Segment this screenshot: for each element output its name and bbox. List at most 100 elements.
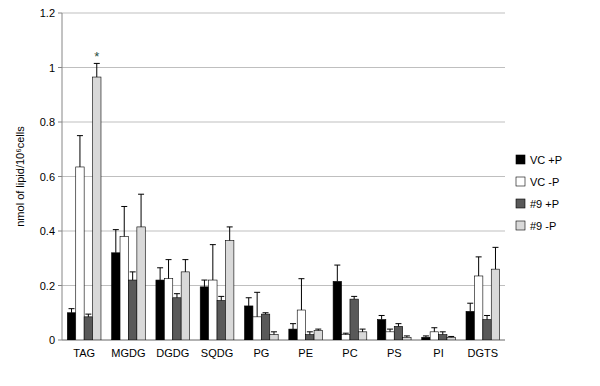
error-cap [334, 265, 340, 266]
error-stem [470, 303, 471, 311]
error-bar [201, 280, 207, 287]
error-bar [404, 336, 410, 337]
error-bar [254, 292, 260, 317]
error-cap [157, 267, 163, 268]
category-label: SQDG [201, 347, 233, 359]
bar [156, 280, 164, 340]
error-bar [138, 194, 144, 227]
tick [58, 285, 62, 286]
error-stem [79, 136, 80, 167]
error-cap [290, 323, 296, 324]
legend-label: VC -P [530, 176, 559, 188]
error-bar [246, 298, 252, 306]
error-cap [307, 331, 313, 332]
error-bar [440, 332, 446, 335]
bar [289, 329, 297, 340]
bar [447, 337, 455, 340]
error-bar [166, 260, 172, 279]
error-cap [77, 135, 83, 136]
error-stem [478, 257, 479, 276]
error-bar [77, 136, 83, 167]
bar [84, 317, 92, 340]
error-cap [254, 292, 260, 293]
error-cap [166, 259, 172, 260]
error-stem [185, 260, 186, 272]
error-bar [290, 324, 296, 329]
tick-label: 1 [49, 62, 55, 74]
bar [422, 337, 430, 340]
error-stem [71, 309, 72, 313]
error-cap [138, 194, 144, 195]
error-cap [69, 308, 75, 309]
error-bar [113, 230, 119, 253]
bar [225, 241, 233, 340]
bar [245, 306, 253, 340]
bar [137, 227, 145, 340]
grid-line [62, 13, 505, 14]
error-bar [351, 296, 357, 299]
bar [173, 298, 181, 340]
error-bar [379, 315, 385, 319]
error-bar [210, 245, 216, 280]
bar [350, 299, 358, 340]
bar [491, 269, 499, 340]
y-label: nmol of lipid/10⁶cells [14, 126, 26, 227]
error-cap [484, 315, 490, 316]
tick [58, 13, 62, 14]
error-cap [492, 247, 498, 248]
bar [200, 287, 208, 340]
error-cap [227, 226, 233, 227]
error-cap [351, 296, 357, 297]
tick [58, 176, 62, 177]
grid-line [62, 67, 505, 68]
bar [483, 320, 491, 340]
bar [430, 332, 438, 340]
error-bar [476, 257, 482, 276]
error-cap [113, 229, 119, 230]
error-bar [130, 272, 136, 280]
error-bar [157, 268, 163, 280]
bar [209, 280, 217, 340]
bar [439, 335, 447, 340]
error-cap [440, 331, 446, 332]
error-stem [141, 194, 142, 227]
bar [120, 236, 128, 340]
error-bar [315, 329, 321, 330]
bar [474, 276, 482, 340]
bar [270, 335, 278, 340]
error-cap [467, 303, 473, 304]
error-stem [160, 268, 161, 280]
error-bar [307, 332, 313, 335]
error-cap [448, 336, 454, 337]
error-stem [337, 265, 338, 281]
category-label: PS [387, 347, 402, 359]
error-cap [218, 296, 224, 297]
bar [386, 332, 394, 340]
error-stem [487, 315, 488, 319]
error-stem [168, 260, 169, 279]
error-stem [293, 324, 294, 329]
error-bar [298, 279, 304, 310]
legend-swatch [516, 199, 525, 208]
legend-label: #9 +P [530, 198, 559, 210]
error-bar [121, 206, 127, 236]
legend-swatch [516, 155, 525, 164]
error-cap [395, 323, 401, 324]
legend-label: VC +P [530, 154, 562, 166]
error-cap [246, 297, 252, 298]
error-cap [271, 331, 277, 332]
category-label: DGTS [468, 347, 499, 359]
error-bar [174, 294, 180, 298]
error-stem [495, 247, 496, 269]
bar [164, 279, 172, 340]
error-stem [381, 315, 382, 319]
tick-label: 0 [49, 334, 55, 346]
error-bar [431, 328, 437, 332]
error-cap [360, 329, 366, 330]
error-bar [182, 260, 188, 272]
tick [58, 340, 62, 341]
error-bar [263, 313, 269, 314]
error-stem [124, 206, 125, 236]
error-cap [85, 314, 91, 315]
bar [358, 332, 366, 340]
